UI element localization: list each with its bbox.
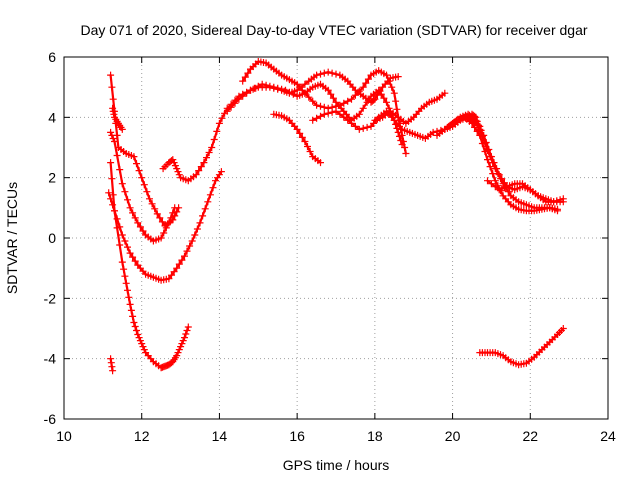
- y-tick-label: -6: [44, 411, 57, 427]
- data-point-markers: [107, 355, 117, 375]
- data-point-markers: [270, 110, 324, 167]
- series-pass-14: [460, 113, 561, 215]
- y-tick-label: 0: [48, 230, 56, 246]
- series-line: [478, 327, 565, 366]
- y-axis-label: SDTVAR / TECUs: [4, 182, 20, 294]
- y-tick-label: -4: [44, 351, 57, 367]
- data-point-markers: [460, 113, 561, 215]
- x-tick-label: 24: [600, 428, 616, 444]
- x-axis-label: GPS time / hours: [283, 457, 390, 473]
- x-tick-label: 12: [134, 428, 150, 444]
- x-tick-label: 10: [56, 428, 72, 444]
- data-point-markers: [371, 89, 449, 127]
- x-tick-label: 20: [445, 428, 461, 444]
- series-pass-15: [484, 177, 567, 206]
- data-point-markers: [105, 168, 225, 284]
- chart-title: Day 071 of 2020, Sidereal Day-to-day VTE…: [80, 22, 587, 38]
- data-point-markers: [476, 325, 567, 369]
- data-point-markers: [107, 159, 192, 372]
- series-layer: [105, 58, 567, 375]
- x-tick-label: 22: [522, 428, 538, 444]
- data-point-markers: [484, 177, 567, 206]
- series-pass-11: [371, 89, 449, 127]
- series-line: [109, 161, 190, 369]
- y-tick-label: 6: [48, 49, 56, 65]
- series-pass-1: [107, 159, 192, 372]
- series-pass-17: [107, 355, 117, 375]
- data-point-markers: [109, 104, 126, 133]
- y-tick-label: 4: [48, 109, 56, 125]
- series-pass-16: [476, 325, 567, 369]
- series-line: [109, 131, 176, 243]
- y-tick-label: -2: [44, 290, 57, 306]
- y-tick-label: 2: [48, 170, 56, 186]
- x-tick-label: 14: [212, 428, 228, 444]
- series-pass-4: [107, 71, 183, 230]
- x-tick-label: 16: [289, 428, 305, 444]
- series-pass-9: [270, 110, 324, 167]
- series-pass-5: [109, 104, 126, 133]
- data-point-markers: [107, 71, 183, 230]
- x-tick-label: 18: [367, 428, 383, 444]
- series-pass-2: [105, 168, 225, 284]
